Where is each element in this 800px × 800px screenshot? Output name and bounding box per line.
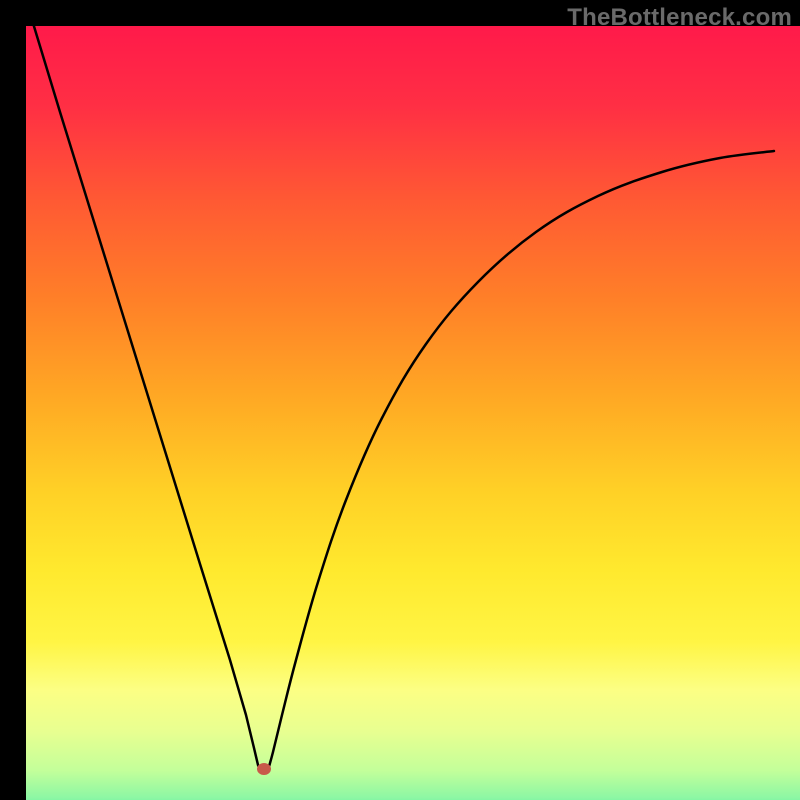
vertex-marker	[257, 763, 271, 775]
plot-background	[26, 26, 800, 800]
chart-container: TheBottleneck.com	[0, 0, 800, 800]
watermark-text: TheBottleneck.com	[567, 4, 792, 32]
chart-svg	[0, 0, 800, 800]
